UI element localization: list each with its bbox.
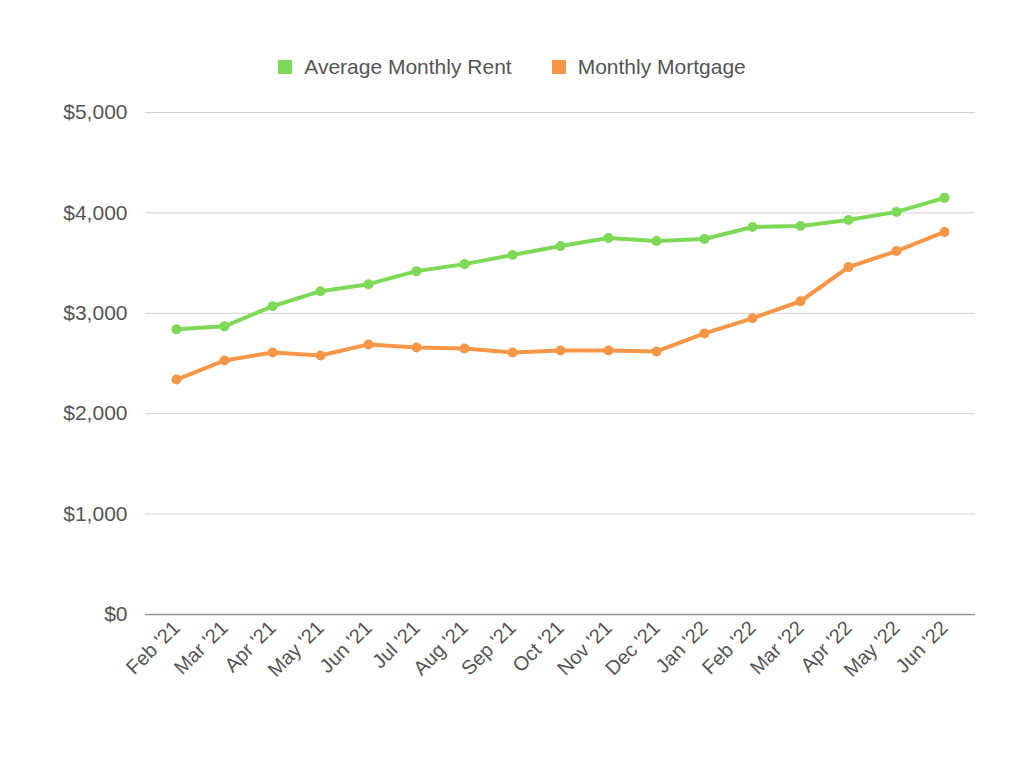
svg-text:Apr '22: Apr '22 [795, 616, 856, 677]
svg-text:May '21: May '21 [263, 616, 328, 681]
svg-text:Nov '21: Nov '21 [552, 616, 616, 680]
svg-text:Feb '21: Feb '21 [121, 616, 184, 679]
svg-text:Apr '21: Apr '21 [219, 616, 280, 677]
svg-text:Mar '21: Mar '21 [170, 616, 232, 678]
svg-text:$3,000: $3,000 [63, 301, 127, 324]
svg-text:$1,000: $1,000 [63, 502, 127, 525]
svg-text:Jan '22: Jan '22 [651, 616, 712, 677]
svg-text:$4,000: $4,000 [63, 201, 127, 224]
svg-text:Sep '21: Sep '21 [457, 616, 520, 679]
svg-text:May '22: May '22 [839, 616, 904, 681]
svg-text:Jun '22: Jun '22 [891, 616, 952, 677]
html-text:Average Monthly Rent: Average Monthly Rent [304, 55, 512, 78]
svg-text:$5,000: $5,000 [63, 100, 127, 123]
html-text:Monthly Mortgage: Monthly Mortgage [577, 55, 746, 78]
svg-text:Jul '21: Jul '21 [367, 616, 424, 673]
svg-text:Aug '21: Aug '21 [408, 616, 472, 680]
svg-text:Feb '22: Feb '22 [697, 616, 760, 679]
svg-text:Oct '21: Oct '21 [507, 616, 568, 677]
svg-text:$0: $0 [104, 602, 127, 625]
svg-text:Jun '21: Jun '21 [315, 616, 376, 677]
svg-text:Mar '22: Mar '22 [746, 616, 808, 678]
svg-text:$2,000: $2,000 [63, 401, 127, 424]
svg-text:Dec '21: Dec '21 [601, 616, 664, 679]
